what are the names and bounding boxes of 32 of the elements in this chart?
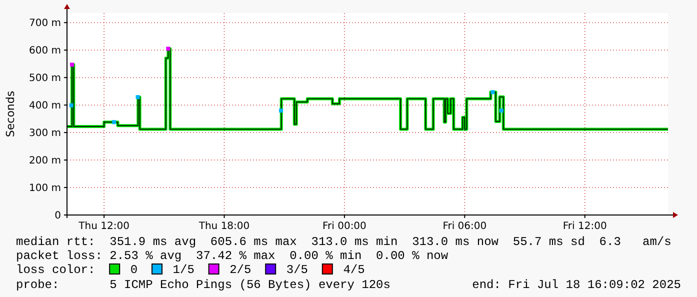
text: median rtt: 351.9 ms avg 605.6 ms max 313.0 ms min 313.0 ms now 55.7 ms sd 6.3 am/s xyxy=(16,235,672,249)
legend-title: loss color: xyxy=(16,263,96,277)
legend-label: 0 xyxy=(130,263,138,277)
point xyxy=(112,120,116,124)
x-tick-label: Thu 12:00 xyxy=(78,221,130,232)
point xyxy=(166,46,170,51)
x-tick-label: Fri 00:00 xyxy=(322,221,366,232)
point xyxy=(136,95,140,100)
point xyxy=(70,62,74,67)
y-tick-label: 700 m xyxy=(28,18,61,30)
y-axis-title: Seconds xyxy=(4,90,17,138)
legend-label: 4/5 xyxy=(343,263,365,277)
x-tick-label: Thu 18:00 xyxy=(198,221,250,232)
y-tick-label: 500 m xyxy=(28,73,61,84)
point xyxy=(279,108,284,113)
x-tick-label: Fri 06:00 xyxy=(442,221,487,232)
legend-label: 3/5 xyxy=(286,263,308,277)
legend-label: 1/5 xyxy=(172,263,194,277)
point xyxy=(69,103,74,108)
y-tick-label: 200 m xyxy=(28,156,61,167)
y-tick-label: 400 m xyxy=(28,100,61,112)
text: probe: 5 ICMP Echo Pings (56 Bytes) every 120s xyxy=(16,278,390,292)
y-tick-label: 300 m xyxy=(28,128,61,140)
y-tick-label: 100 m xyxy=(28,183,61,194)
point xyxy=(490,90,495,94)
point xyxy=(499,108,504,113)
text: end: Fri Jul 18 16:09:02 2025 xyxy=(472,278,681,292)
x-tick-label: Fri 12:00 xyxy=(562,221,607,232)
text: packet loss: 2.53 % avg 37.42 % max 0.00 % min 0.00 % now xyxy=(16,249,449,263)
y-tick-label: 0 xyxy=(54,210,61,222)
legend-label: 2/5 xyxy=(230,263,252,277)
y-tick-label: 600 m xyxy=(28,46,61,57)
